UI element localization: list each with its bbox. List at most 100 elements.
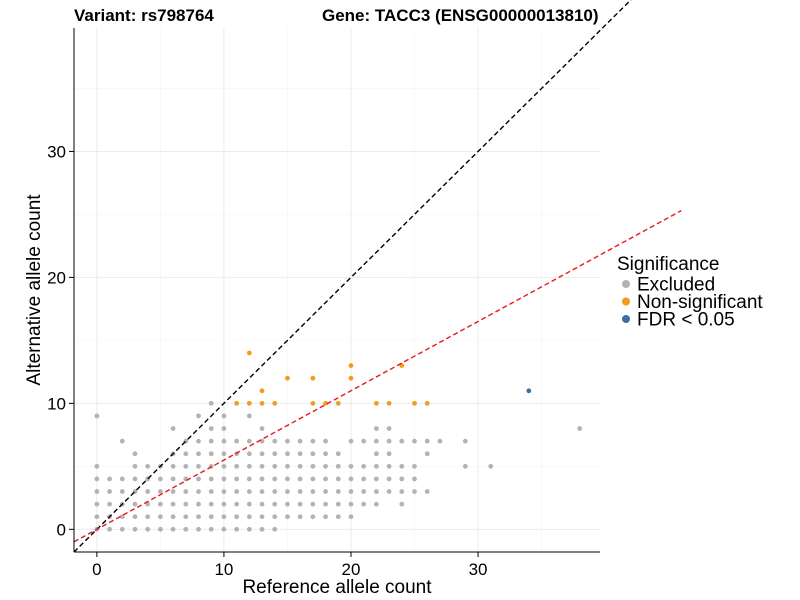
data-point: [246, 400, 252, 406]
data-point: [285, 501, 290, 507]
data-point: [259, 501, 265, 507]
data-point: [412, 463, 417, 469]
data-point: [412, 400, 417, 406]
data-point: [323, 476, 328, 482]
data-point: [361, 463, 367, 469]
data-point: [462, 438, 468, 444]
data-point: [348, 463, 354, 469]
data-point: [373, 400, 379, 406]
data-point: [297, 476, 303, 482]
data-point: [310, 514, 316, 520]
y-axis-label: Alternative allele count: [24, 194, 45, 386]
data-point: [183, 463, 189, 469]
data-point: [157, 489, 163, 494]
data-point: [285, 489, 290, 494]
data-point: [221, 501, 227, 507]
data-point: [183, 451, 189, 457]
data-point: [246, 514, 252, 520]
data-point: [335, 476, 341, 482]
data-point: [373, 489, 379, 494]
data-point: [412, 476, 417, 482]
data-point: [259, 463, 265, 469]
data-point: [196, 413, 201, 419]
data-point: [221, 413, 227, 419]
data-point: [234, 463, 240, 469]
data-point: [272, 526, 278, 532]
x-tick-label: 30: [469, 560, 488, 579]
data-point: [424, 438, 430, 444]
data-point: [234, 526, 240, 532]
data-point: [221, 426, 227, 431]
data-point: [221, 451, 227, 457]
data-point: [94, 476, 100, 482]
data-point: [348, 501, 354, 507]
data-point: [285, 463, 290, 469]
data-point: [119, 489, 125, 494]
chart-title-variant: Variant: rs798764: [74, 6, 214, 25]
data-point: [399, 476, 405, 482]
data-point: [310, 501, 316, 507]
data-point: [246, 476, 252, 482]
data-point: [157, 526, 163, 532]
data-point: [170, 514, 176, 520]
data-point: [424, 451, 430, 457]
data-point: [526, 388, 532, 394]
data-point: [437, 438, 443, 444]
legend-key: [622, 297, 630, 306]
legend-key: [622, 280, 630, 288]
data-point: [373, 451, 379, 457]
data-point: [94, 514, 100, 520]
data-point: [107, 476, 112, 482]
data-point: [234, 400, 240, 406]
data-point: [424, 400, 430, 406]
data-point: [94, 463, 100, 469]
data-point: [157, 501, 163, 507]
data-point: [259, 451, 265, 457]
data-point: [196, 514, 201, 520]
data-point: [221, 526, 227, 532]
data-point: [272, 451, 278, 457]
data-point: [145, 514, 151, 520]
data-point: [386, 426, 392, 431]
data-point: [361, 438, 367, 444]
data-point: [94, 501, 100, 507]
data-point: [272, 476, 278, 482]
data-point: [335, 489, 341, 494]
data-point: [196, 489, 201, 494]
x-tick-label: 20: [342, 560, 361, 579]
data-point: [170, 426, 176, 431]
data-point: [323, 489, 328, 494]
data-point: [361, 501, 367, 507]
data-point: [310, 375, 316, 381]
legend-title: Significance: [617, 254, 719, 275]
data-point: [208, 526, 214, 532]
data-point: [335, 514, 341, 520]
data-point: [297, 514, 303, 520]
data-point: [323, 514, 328, 520]
data-point: [386, 489, 392, 494]
data-point: [399, 463, 405, 469]
data-point: [119, 438, 125, 444]
data-point: [348, 489, 354, 494]
data-point: [234, 489, 240, 494]
data-point: [132, 501, 138, 507]
data-point: [285, 476, 290, 482]
data-points: [94, 350, 583, 532]
data-point: [145, 489, 151, 494]
data-point: [297, 438, 303, 444]
data-point: [107, 489, 112, 494]
data-point: [399, 501, 405, 507]
y-tick-label: 20: [47, 268, 66, 287]
data-point: [208, 476, 214, 482]
data-point: [208, 489, 214, 494]
data-point: [259, 476, 265, 482]
data-point: [246, 526, 252, 532]
data-point: [386, 400, 392, 406]
data-point: [285, 438, 290, 444]
y-axis-ticks: 0 10 20 30: [47, 142, 74, 539]
data-point: [488, 463, 494, 469]
data-point: [246, 413, 252, 419]
data-point: [323, 501, 328, 507]
data-point: [234, 501, 240, 507]
data-point: [157, 514, 163, 520]
